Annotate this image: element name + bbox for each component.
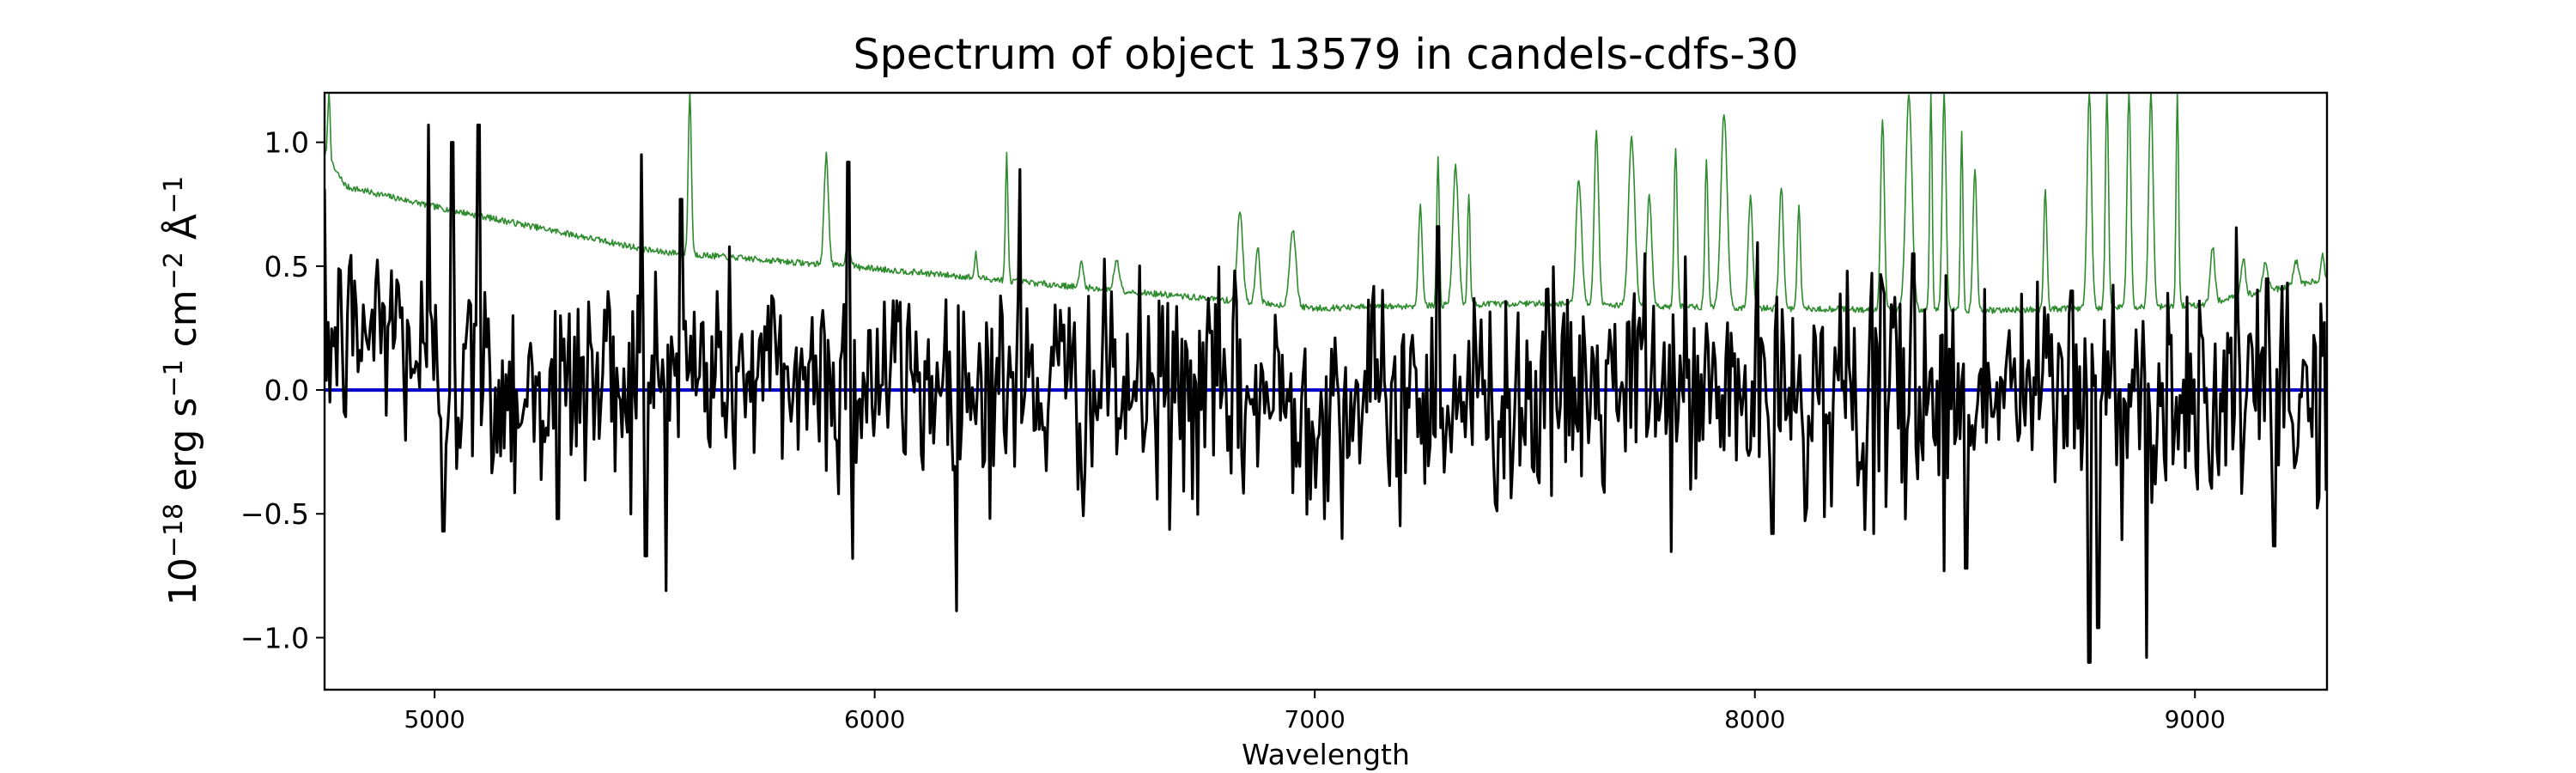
- x-tick-label: 8000: [1724, 705, 1785, 733]
- y-label-unit-b: cm: [161, 289, 205, 359]
- x-tick-label: 9000: [2165, 705, 2226, 733]
- noise-spectrum-line: [325, 93, 2327, 314]
- x-tick-label: 5000: [404, 705, 465, 733]
- x-tick-label: 6000: [844, 705, 905, 733]
- y-label-unit-c: Å: [160, 214, 205, 252]
- chart-title: Spectrum of object 13579 in candels-cdfs…: [853, 30, 1798, 79]
- plot-frame: [323, 91, 2329, 691]
- y-label-exp4: −1: [159, 176, 189, 214]
- x-axis-label: Wavelength: [1242, 738, 1410, 771]
- y-label-unit-a: erg s: [161, 398, 205, 503]
- y-label-base: 10: [161, 557, 205, 606]
- flux-spectrum-line: [325, 123, 2327, 664]
- y-label-exp3: −2: [159, 252, 189, 289]
- y-axis-label: 10−18 erg s−1 cm−2 Å−1: [159, 176, 205, 606]
- y-tick-label: −1.0: [240, 621, 309, 654]
- y-axis: −1.0 −0.5 0.0 0.5 1.0: [240, 126, 325, 654]
- x-axis: 5000 6000 7000 8000 9000: [404, 690, 2226, 733]
- y-tick-label: −0.5: [240, 497, 309, 531]
- y-tick-label: 1.0: [264, 126, 309, 160]
- y-label-exp1: −18: [159, 503, 189, 557]
- x-tick-label: 7000: [1285, 705, 1346, 733]
- y-tick-label: 0.5: [264, 250, 309, 283]
- y-tick-label: 0.0: [264, 374, 309, 407]
- y-label-exp2: −1: [159, 359, 189, 397]
